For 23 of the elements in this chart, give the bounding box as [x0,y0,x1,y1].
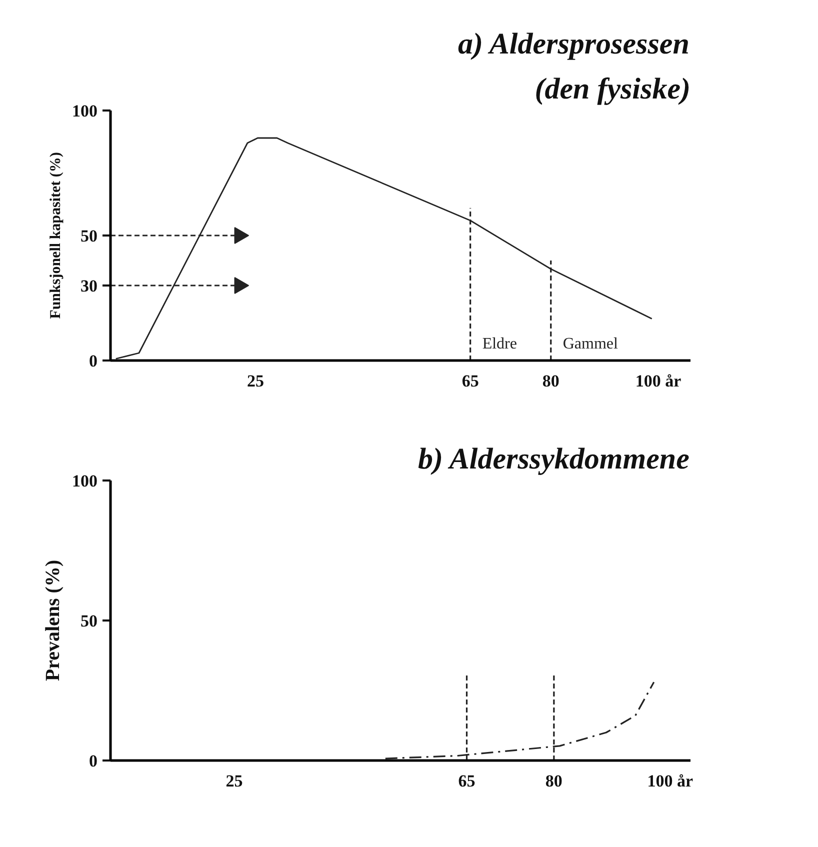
y-tick-label: 0 [89,752,98,770]
y-tick-label: 50 [80,226,98,246]
annotation: Gammel [562,336,619,352]
x-tick-label: 100 år [635,372,682,390]
x-tick-label: 25 [247,372,264,390]
chart-title: b) Alderssykdommene [418,442,690,476]
line-series [115,137,653,360]
y-axis-title: Funksjonell kapasitet (%) [48,152,64,319]
x-tick-label: 80 [542,372,560,390]
y-tick-label: 100 [72,102,98,120]
y-tick-label: 30 [80,276,98,296]
chart-title: a) Aldersprosessen [458,28,690,60]
y-tick-label: 100 [72,472,98,490]
chart-subtitle: (den fysiske) [534,72,691,106]
x-tick-label: 65 [458,772,476,790]
y-tick-label: 0 [89,352,98,370]
y-axis-title: Prevalens (%) [42,560,64,682]
x-tick-label: 65 [462,372,479,390]
x-tick-label: 80 [545,772,562,790]
x-tick-label: 100 år [647,772,694,790]
x-tick-label: 25 [226,772,243,790]
annotation: Eldre [482,336,517,352]
y-tick-label: 50 [80,612,98,630]
